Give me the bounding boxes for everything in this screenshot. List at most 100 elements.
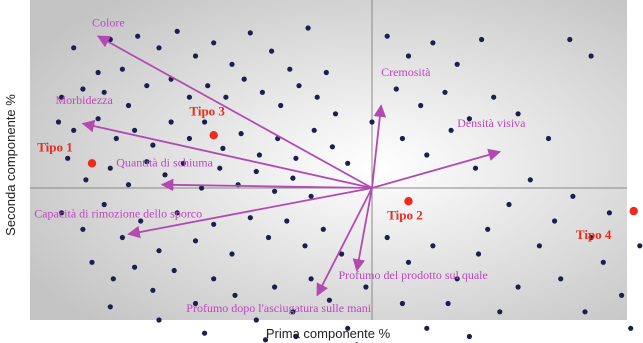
loading-arrow (81, 119, 373, 189)
observation-point (491, 94, 497, 100)
observation-point (205, 83, 211, 89)
observation-point (186, 94, 192, 100)
observation-point (269, 48, 275, 54)
variable-label: Colore (92, 15, 125, 29)
observation-point (302, 243, 308, 249)
observation-point (588, 53, 594, 59)
observation-point (323, 69, 329, 76)
observation-point (71, 127, 77, 133)
observation-point (552, 218, 558, 224)
observation-point (238, 131, 244, 137)
observation-point (156, 248, 162, 254)
observation-point (202, 330, 208, 336)
observation-point (253, 317, 259, 323)
observation-point (485, 226, 491, 232)
observation-point (628, 325, 634, 331)
observation-point (332, 111, 339, 117)
observation-point (80, 226, 86, 232)
observation-point (101, 201, 107, 208)
observation-point (101, 89, 107, 95)
variable-label: Capacità di rimozione dello sporco (34, 207, 202, 221)
observation-point (59, 210, 65, 216)
observation-point (442, 89, 448, 95)
observation-points (55, 25, 643, 343)
observation-point (284, 218, 290, 224)
observation-point (95, 69, 101, 76)
observation-point (296, 83, 302, 89)
observation-point (326, 297, 332, 303)
observation-point (619, 292, 625, 298)
observation-point (448, 127, 454, 133)
product-types: Tipo 1 Tipo 2 Tipo 3 Tipo 4 (37, 103, 638, 242)
observation-point (454, 61, 460, 67)
observation-point (320, 226, 326, 232)
observation-point (472, 165, 479, 171)
observation-point (192, 53, 199, 59)
observation-point (262, 337, 269, 343)
observation-point (314, 94, 320, 100)
type-label: Tipo 1 (37, 140, 73, 155)
observation-point (290, 175, 296, 181)
type-label: Tipo 2 (387, 207, 423, 222)
observation-point (272, 188, 278, 194)
observation-point (138, 218, 144, 224)
observation-point (59, 94, 65, 100)
observation-point (445, 300, 451, 307)
observation-point (156, 45, 162, 51)
observation-point (278, 102, 284, 109)
observation-point (290, 309, 296, 315)
observation-point (308, 276, 314, 282)
observation-point (256, 152, 262, 158)
observation-point (329, 144, 335, 150)
observation-point (393, 86, 399, 92)
observation-point (241, 76, 247, 82)
observation-point (308, 193, 314, 199)
observation-point (339, 251, 345, 257)
observation-point (405, 259, 412, 265)
observation-point (515, 111, 521, 117)
observation-point (150, 142, 156, 148)
type-marker (87, 159, 97, 168)
observation-point (515, 284, 521, 290)
observation-point (424, 152, 430, 158)
observation-point (202, 119, 208, 125)
observation-point (192, 238, 199, 244)
variable-label: Morbidezza (56, 93, 114, 107)
loading-vectors: Colore Cremosità Morbidezza Densità visiva Q… (34, 15, 526, 315)
observation-point (430, 243, 436, 249)
observation-point (144, 159, 150, 165)
observation-point (384, 234, 390, 241)
observation-point (399, 300, 405, 307)
observation-point (345, 160, 351, 166)
type-marker (629, 206, 638, 216)
observation-point (606, 210, 613, 216)
observation-point (430, 40, 436, 46)
observation-point (570, 193, 576, 199)
observation-point (232, 292, 238, 298)
observation-point (558, 276, 564, 282)
observation-point (80, 86, 86, 92)
observation-point (475, 251, 482, 257)
observation-point (247, 215, 253, 221)
observation-point (180, 160, 186, 166)
observation-point (107, 304, 113, 310)
observation-point (536, 243, 543, 249)
observation-point (253, 168, 259, 175)
variable-label: Profumo dopo l'asciugatura sulle mani (186, 301, 371, 315)
variable-label: Profumo del prodotto sul quale (339, 268, 488, 282)
observation-point (229, 61, 235, 67)
loading-arrow (371, 104, 387, 189)
observation-point (247, 30, 253, 36)
variable-label: Cremosità (381, 65, 431, 79)
observation-point (174, 28, 180, 34)
observation-point (150, 287, 156, 293)
type-marker (209, 131, 218, 140)
loading-arrow (371, 148, 502, 189)
observation-point (405, 53, 412, 59)
observation-point (369, 119, 375, 125)
loading-arrow (352, 187, 373, 272)
observation-point (272, 284, 278, 290)
loading-arrow (96, 35, 373, 189)
observation-point (192, 300, 199, 307)
